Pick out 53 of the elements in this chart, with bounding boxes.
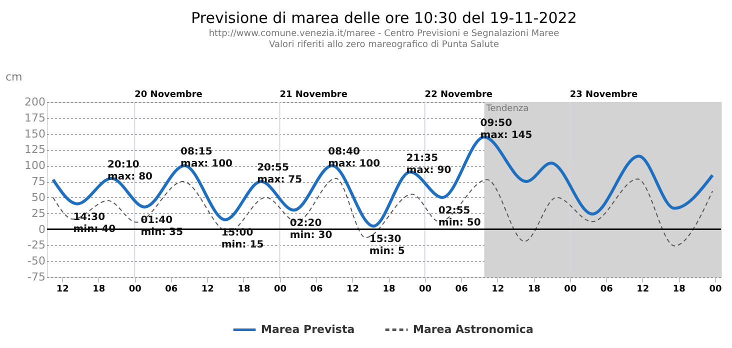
annotation: 20:55 max: 75 (257, 162, 302, 186)
x-tick-label: 00 (564, 284, 577, 294)
ref-line-label: 21 Novembre (280, 90, 348, 100)
x-tick-label: 06 (600, 284, 613, 294)
annotation: 02:55 min: 50 (438, 205, 481, 228)
ref-line-label: 20 Novembre (134, 90, 202, 100)
x-tick-label: 12 (636, 284, 650, 294)
legend-label: Marea Prevista (261, 322, 355, 336)
annotation: 09:50 max: 145 (480, 118, 532, 141)
x-tick-label: 18 (238, 284, 250, 294)
band-label: Tendenza (485, 104, 529, 114)
y-axis-title: cm (6, 70, 22, 84)
annotation: 02:20 min: 30 (290, 218, 332, 242)
y-tick-label: 175 (24, 111, 46, 124)
text: Valori riferiti allo zero mareografico di Punta Salute (269, 40, 499, 50)
y-tick-label: 200 (24, 96, 46, 108)
y-tick-label: 25 (32, 206, 46, 220)
annotation: 15:00 min: 15 (221, 228, 264, 251)
annotation: 08:40 max: 100 (328, 146, 380, 170)
annotation: 01:40 min: 35 (140, 215, 184, 238)
legend-label: Marea Astronomica (413, 322, 534, 336)
ref-line-label: 22 Novembre (424, 90, 493, 100)
y-tick-label: -75 (28, 270, 46, 284)
annotation: 08:15 max: 100 (180, 146, 233, 170)
x-tick-label: 18 (382, 284, 396, 294)
y-tick-label: 0 (38, 222, 46, 236)
annotation: 15:30 min: 5 (369, 234, 405, 258)
chart-title: Previsione di marea delle ore 10:30 del 19-11-2022 (191, 9, 577, 27)
ref-line-label: 23 Novembre (570, 90, 638, 100)
x-tick-label: 12 (492, 284, 504, 294)
y-tick-label: 75 (32, 175, 46, 188)
x-tick-label: 06 (455, 284, 468, 294)
x-tick-label: 00 (128, 284, 142, 294)
x-tick-label: 12 (56, 284, 69, 294)
annotation: 21:35 max: 90 (406, 153, 452, 176)
x-tick-label: 06 (310, 284, 323, 294)
y-tick-label: 150 (24, 127, 46, 140)
x-tick-label: 00 (709, 284, 722, 294)
x-tick-label: 18 (92, 284, 106, 294)
y-tick-label: 50 (32, 190, 46, 204)
x-tick-label: 12 (201, 284, 214, 294)
x-tick-label: 18 (672, 284, 686, 294)
x-tick-label: 00 (274, 284, 286, 294)
y-tick-label: -25 (28, 238, 46, 252)
annotation: 20:10 max: 80 (107, 159, 153, 182)
y-tick-label: -50 (28, 254, 46, 268)
y-tick-label: 100 (24, 159, 46, 172)
text: http://www.comune.venezia.it/maree - Centro Previsioni e Segnalazioni Maree (208, 29, 560, 39)
x-tick-label: 00 (419, 284, 432, 294)
x-tick-label: 06 (165, 284, 178, 294)
x-tick-label: 18 (528, 284, 540, 294)
y-tick-label: 125 (24, 143, 46, 156)
x-tick-label: 12 (346, 284, 360, 294)
